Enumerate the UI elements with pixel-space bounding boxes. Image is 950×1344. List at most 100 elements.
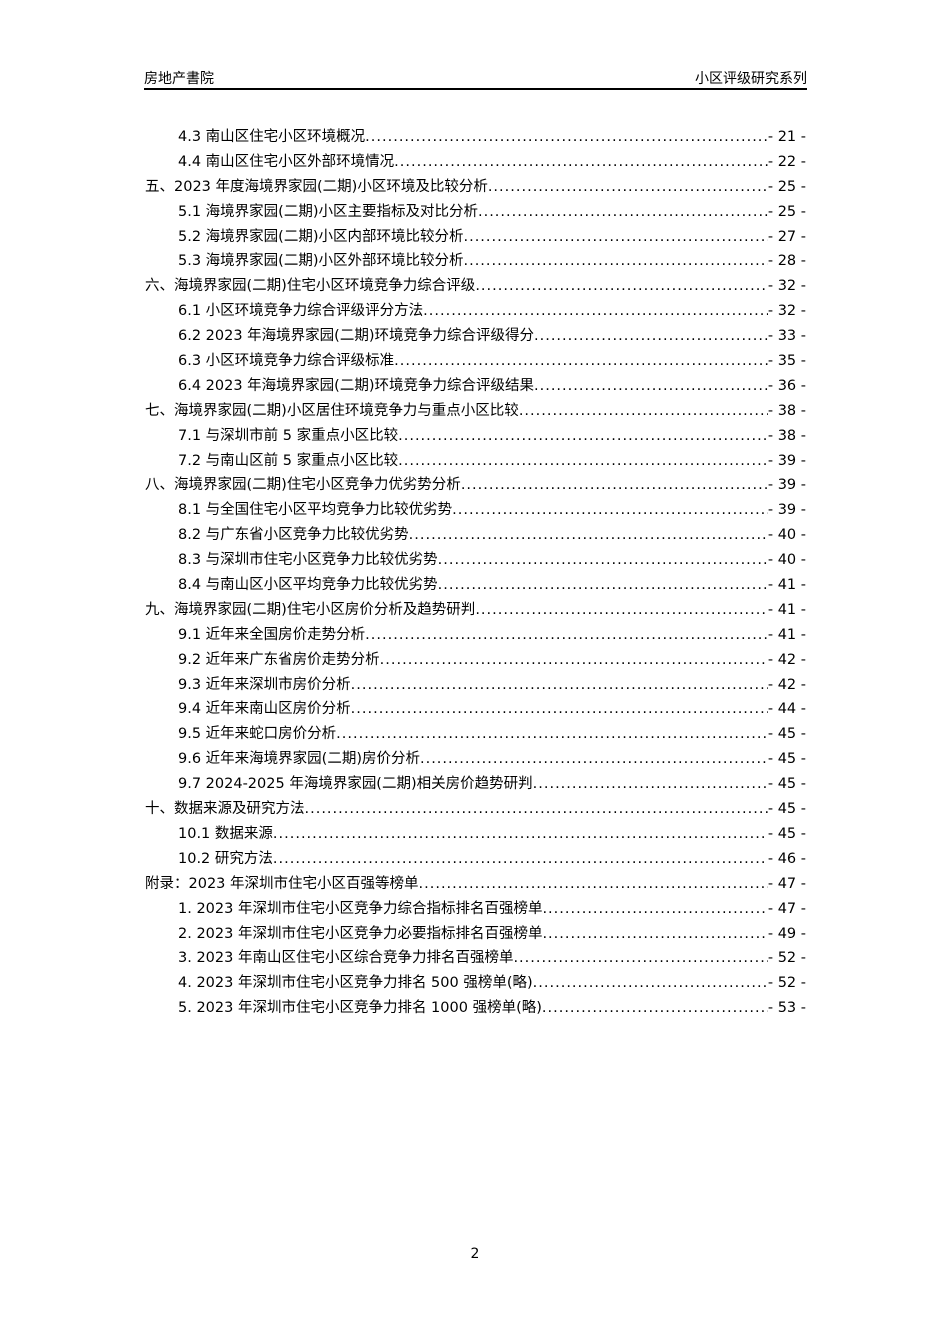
toc-entry[interactable]: 4. 2023 年深圳市住宅小区竞争力排名 500 强榜单(略) - 52 - (145, 971, 806, 996)
toc-entry[interactable]: 3. 2023 年南山区住宅小区综合竞争力排名百强榜单 - 52 - (145, 946, 806, 971)
toc-entry-title: 8.3 与深圳市住宅小区竞争力比较优劣势 (178, 552, 438, 569)
toc-entry[interactable]: 10.2 研究方法 - 46 - (145, 847, 806, 872)
toc-entry-title: 6.3 小区环境竞争力综合评级标准 (178, 353, 395, 370)
toc-leader-dots (475, 598, 768, 623)
toc-entry[interactable]: 1. 2023 年深圳市住宅小区竞争力综合指标排名百强榜单 - 47 - (145, 897, 806, 922)
toc-entry-page: - 22 - (767, 153, 806, 170)
toc-entry[interactable]: 8.3 与深圳市住宅小区竞争力比较优劣势 - 40 - (145, 548, 806, 573)
toc-entry[interactable]: 十、数据来源及研究方法 - 45 - (145, 797, 806, 822)
toc-entry-title: 10.2 研究方法 (178, 850, 273, 867)
toc-leader-dots (542, 897, 767, 922)
toc-entry[interactable]: 9.1 近年来全国房价走势分析 - 41 - (145, 623, 806, 648)
toc-entry-page: - 53 - (767, 1000, 806, 1017)
toc-entry-title: 3. 2023 年南山区住宅小区综合竞争力排名百强榜单 (178, 950, 514, 967)
toc-leader-dots (461, 473, 768, 498)
toc-entry-title: 9.3 近年来深圳市房价分析 (178, 676, 351, 693)
toc-entry[interactable]: 9.6 近年来海境界家园(二期)房价分析 - 45 - (145, 747, 806, 772)
toc-entry-page: - 45 - (767, 751, 806, 768)
toc-entry-page: - 42 - (767, 651, 806, 668)
toc-entry-page: - 45 - (767, 726, 806, 743)
toc-entry[interactable]: 5.2 海境界家园(二期)小区内部环境比较分析 - 27 - (145, 225, 806, 250)
toc-entry[interactable]: 5.1 海境界家园(二期)小区主要指标及对比分析 - 25 - (145, 200, 806, 225)
toc-leader-dots (463, 225, 767, 250)
toc-entry[interactable]: 5.3 海境界家园(二期)小区外部环境比较分析 - 28 - (145, 249, 806, 274)
table-of-contents: 4.3 南山区住宅小区环境概况 - 21 - 4.4 南山区住宅小区外部环境情况 - … (145, 125, 806, 1021)
toc-entry[interactable]: 八、海境界家园(二期)住宅小区竞争力优劣势分析 - 39 - (145, 473, 806, 498)
toc-entry-title: 4.4 南山区住宅小区外部环境情况 (178, 153, 395, 170)
toc-entry-page: - 49 - (767, 925, 806, 942)
toc-leader-dots (394, 349, 768, 374)
toc-entry-page: - 46 - (767, 850, 806, 867)
toc-leader-dots (533, 971, 768, 996)
toc-entry-page: - 38 - (767, 427, 806, 444)
toc-entry[interactable]: 9.5 近年来蛇口房价分析 - 45 - (145, 722, 806, 747)
toc-entry-page: - 45 - (767, 801, 806, 818)
toc-leader-dots (534, 374, 768, 399)
toc-entry-page: - 32 - (767, 303, 806, 320)
toc-entry[interactable]: 5. 2023 年深圳市住宅小区竞争力排名 1000 强榜单(略) - 53 - (145, 996, 806, 1021)
toc-entry-page: - 40 - (767, 552, 806, 569)
toc-leader-dots (380, 648, 768, 673)
toc-entry-title: 6.4 2023 年海境界家园(二期)环境竞争力综合评级结果 (178, 377, 534, 394)
toc-entry[interactable]: 7.1 与深圳市前 5 家重点小区比较 - 38 - (145, 424, 806, 449)
toc-entry-page: - 52 - (767, 950, 806, 967)
toc-entry[interactable]: 6.4 2023 年海境界家园(二期)环境竞争力综合评级结果 - 36 - (145, 374, 806, 399)
toc-entry-page: - 40 - (767, 527, 806, 544)
toc-entry[interactable]: 9.7 2024-2025 年海境界家园(二期)相关房价趋势研判 - 45 - (145, 772, 806, 797)
toc-entry-title: 8.4 与南山区小区平均竞争力比较优劣势 (178, 577, 438, 594)
toc-leader-dots (409, 523, 768, 548)
toc-entry-title: 5.1 海境界家园(二期)小区主要指标及对比分析 (178, 203, 478, 220)
toc-entry-title: 五、2023 年度海境界家园(二期)小区环境及比较分析 (145, 178, 488, 195)
toc-entry[interactable]: 4.3 南山区住宅小区环境概况 - 21 - (145, 125, 806, 150)
toc-entry[interactable]: 8.4 与南山区小区平均竞争力比较优劣势 - 41 - (145, 573, 806, 598)
toc-entry-title: 4.3 南山区住宅小区环境概况 (178, 129, 366, 145)
toc-leader-dots (533, 772, 768, 797)
toc-entry-title: 附录：2023 年深圳市住宅小区百强等榜单 (145, 875, 419, 892)
toc-entry[interactable]: 附录：2023 年深圳市住宅小区百强等榜单 - 47 - (145, 872, 806, 897)
toc-entry-page: - 33 - (767, 328, 806, 345)
toc-entry[interactable]: 五、2023 年度海境界家园(二期)小区环境及比较分析 - 25 - (145, 175, 806, 200)
toc-leader-dots (534, 324, 768, 349)
toc-entry-title: 8.1 与全国住宅小区平均竞争力比较优劣势 (178, 502, 453, 519)
toc-entry-title: 六、海境界家园(二期)住宅小区环境竞争力综合评级 (145, 278, 476, 295)
toc-entry[interactable]: 9.4 近年来南山区房价分析 - 44 - (145, 697, 806, 722)
toc-entry-page: - 42 - (767, 676, 806, 693)
toc-entry[interactable]: 九、海境界家园(二期)住宅小区房价分析及趋势研判 - 41 - (145, 598, 806, 623)
toc-entry-page: - 25 - (767, 203, 806, 220)
toc-leader-dots (478, 200, 768, 225)
toc-leader-dots (463, 249, 767, 274)
toc-entry-title: 4. 2023 年深圳市住宅小区竞争力排名 500 强榜单(略) (178, 975, 533, 992)
toc-entry[interactable]: 4.4 南山区住宅小区外部环境情况 - 22 - (145, 150, 806, 175)
toc-leader-dots (365, 623, 768, 648)
toc-entry-title: 5.3 海境界家园(二期)小区外部环境比较分析 (178, 253, 464, 270)
toc-entry-title: 十、数据来源及研究方法 (145, 801, 305, 818)
toc-leader-dots (475, 274, 768, 299)
page-header: 房地产書院 小区评级研究系列 (144, 66, 807, 90)
toc-leader-dots (398, 449, 768, 474)
toc-entry[interactable]: 7.2 与南山区前 5 家重点小区比较 - 39 - (145, 449, 806, 474)
toc-entry-page: - 36 - (767, 377, 806, 394)
toc-entry[interactable]: 10.1 数据来源 - 45 - (145, 822, 806, 847)
toc-entry[interactable]: 6.3 小区环境竞争力综合评级标准 - 35 - (145, 349, 806, 374)
toc-entry-title: 6.2 2023 年海境界家园(二期)环境竞争力综合评级得分 (178, 328, 534, 345)
toc-entry[interactable]: 8.2 与广东省小区竞争力比较优劣势 - 40 - (145, 523, 806, 548)
toc-leader-dots (513, 946, 767, 971)
toc-entry-title: 6.1 小区环境竞争力综合评级评分方法 (178, 303, 424, 320)
toc-entry[interactable]: 七、海境界家园(二期)小区居住环境竞争力与重点小区比较 - 38 - (145, 399, 806, 424)
toc-entry-page: - 39 - (767, 452, 806, 469)
toc-leader-dots (438, 573, 768, 598)
toc-entry-title: 9.2 近年来广东省房价走势分析 (178, 651, 380, 668)
toc-entry-page: - 21 - (767, 129, 806, 145)
toc-entry[interactable]: 8.1 与全国住宅小区平均竞争力比较优劣势 - 39 - (145, 498, 806, 523)
toc-leader-dots (452, 498, 768, 523)
toc-entry-title: 10.1 数据来源 (178, 825, 273, 842)
toc-entry[interactable]: 2. 2023 年深圳市住宅小区竞争力必要指标排名百强榜单 - 49 - (145, 922, 806, 947)
toc-entry[interactable]: 6.2 2023 年海境界家园(二期)环境竞争力综合评级得分 - 33 - (145, 324, 806, 349)
toc-entry[interactable]: 六、海境界家园(二期)住宅小区环境竞争力综合评级 - 32 - (145, 274, 806, 299)
toc-entry[interactable]: 6.1 小区环境竞争力综合评级评分方法 - 32 - (145, 299, 806, 324)
toc-entry[interactable]: 9.2 近年来广东省房价走势分析 - 42 - (145, 648, 806, 673)
toc-leader-dots (365, 125, 768, 150)
toc-leader-dots (420, 747, 768, 772)
toc-entry-title: 9.1 近年来全国房价走势分析 (178, 626, 366, 643)
toc-entry[interactable]: 9.3 近年来深圳市房价分析 - 42 - (145, 673, 806, 698)
